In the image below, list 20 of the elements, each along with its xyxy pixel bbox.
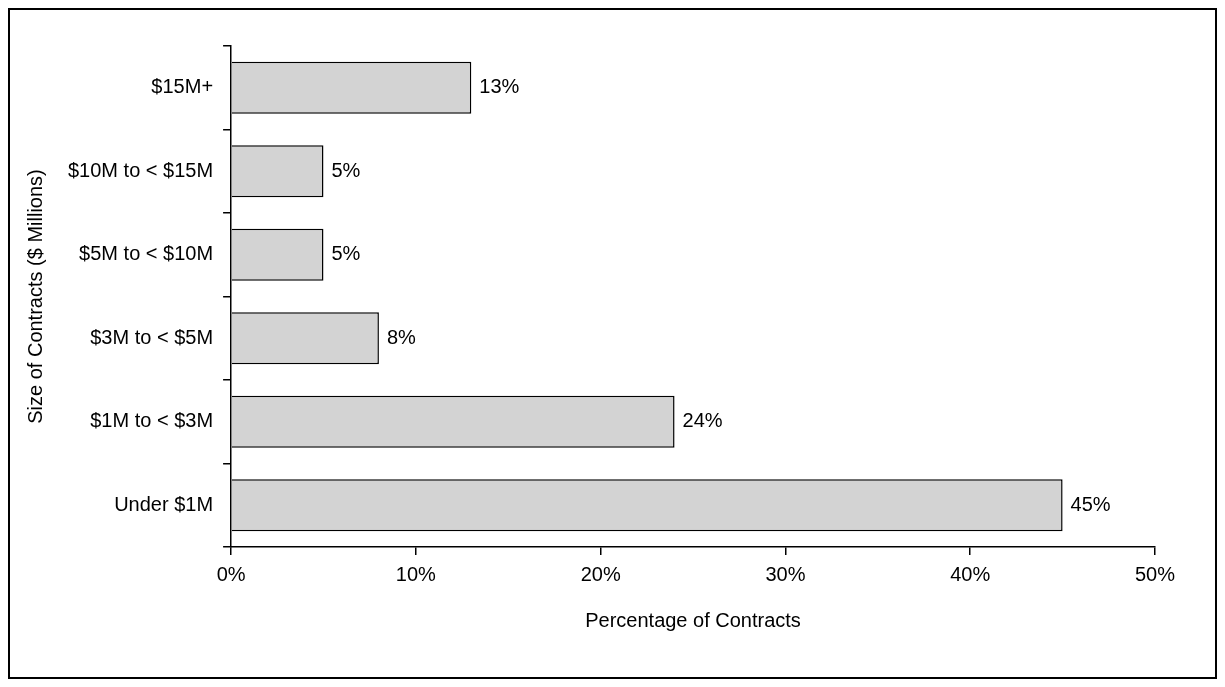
data-label: 8% <box>386 325 417 348</box>
x-tick-label: 30% <box>765 562 806 585</box>
x-tick-label: 10% <box>395 562 437 585</box>
x-tick-label: 40% <box>950 562 991 585</box>
data-label: 45% <box>1070 492 1111 515</box>
data-label: 13% <box>479 75 520 98</box>
y-axis-title: Size of Contracts ($ Millions) <box>23 169 46 424</box>
y-tick-label: Under $1M <box>114 492 214 515</box>
y-tick-label: $5M to < $10M <box>79 242 214 265</box>
x-axis-title: Percentage of Contracts <box>585 608 801 631</box>
y-tick-label: $15M+ <box>151 75 214 98</box>
data-label: 5% <box>331 242 361 265</box>
y-tick-label: $1M to < $3M <box>90 409 214 432</box>
x-tick-label: 20% <box>580 562 621 585</box>
data-label: 5% <box>331 158 361 181</box>
x-tick-label: 0% <box>216 562 246 585</box>
x-tick-label: 50% <box>1134 562 1176 585</box>
y-tick-label: $10M to < $15M <box>67 158 214 181</box>
y-tick-label: $3M to < $5M <box>90 325 214 348</box>
data-label: 24% <box>682 409 723 432</box>
